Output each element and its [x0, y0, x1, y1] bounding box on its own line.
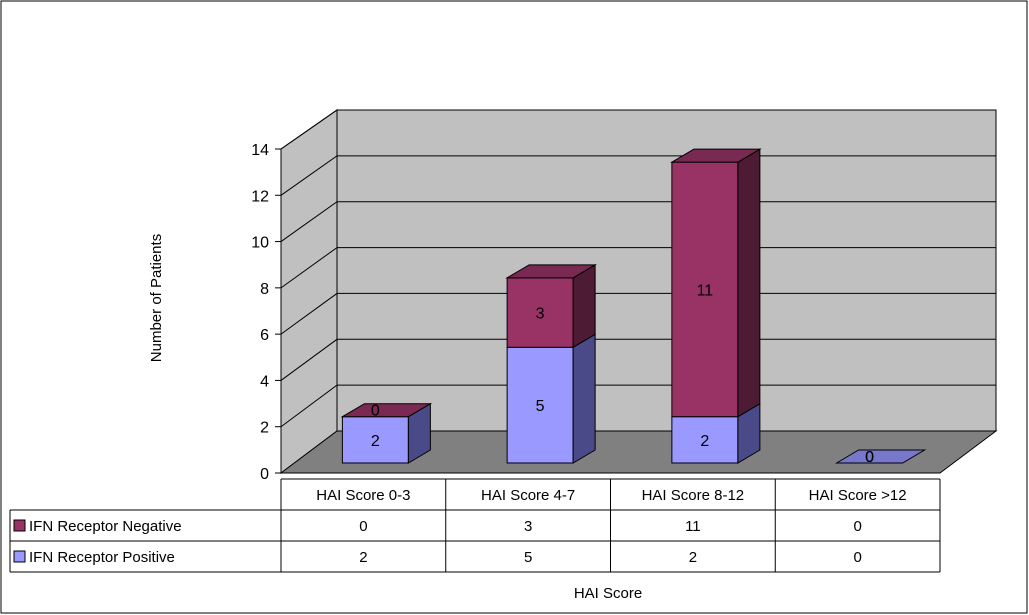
- x-axis-title: HAI Score: [574, 585, 642, 602]
- gridline: [280, 338, 996, 381]
- y-tick-label: 6: [260, 327, 269, 344]
- data-label-0-0: 2: [371, 433, 380, 450]
- table-value-0-1: 5: [524, 549, 532, 566]
- back-wall: [336, 109, 997, 432]
- data-label-1-1: 3: [536, 306, 545, 323]
- gridline: [280, 155, 996, 196]
- table-value-1-2: 11: [685, 518, 701, 535]
- table-value-1-1: 3: [524, 518, 532, 535]
- bar-top-2: [670, 148, 762, 163]
- gridline: [280, 201, 996, 242]
- y-axis-title: Number of Patients: [148, 234, 165, 362]
- legend-swatch-0: [13, 550, 26, 563]
- bar-top-1: [505, 264, 597, 279]
- data-label-0-1: 5: [536, 398, 545, 415]
- table-value-1-3: 0: [853, 518, 861, 535]
- data-label-1-0: 0: [371, 403, 380, 420]
- gridline: [280, 384, 996, 428]
- y-tick-label: 8: [260, 281, 269, 298]
- legend-entry-0: IFN Receptor Positive: [29, 549, 175, 566]
- y-tick-label: 14: [251, 142, 269, 159]
- table-value-0-2: 2: [689, 549, 697, 566]
- x-category-label: HAI Score 4-7: [481, 487, 575, 504]
- side-wall: [280, 109, 338, 474]
- y-tick-label: 2: [260, 420, 269, 437]
- bar-side-1-2: [737, 148, 761, 418]
- y-tick-label: 0: [260, 466, 269, 483]
- table-value-0-3: 0: [853, 549, 861, 566]
- y-tick-label: 12: [251, 188, 269, 205]
- x-category-label: HAI Score >12: [809, 487, 907, 504]
- data-label-1-3: 0: [865, 449, 874, 466]
- x-category-label: HAI Score 8-12: [642, 487, 745, 504]
- legend-entry-1: IFN Receptor Negative: [29, 518, 182, 535]
- x-category-label: HAI Score 0-3: [316, 487, 410, 504]
- gridline: [280, 292, 996, 335]
- y-tick-label: 4: [260, 373, 269, 390]
- legend-swatch-1: [13, 519, 26, 532]
- floor: [279, 430, 998, 474]
- bar-side-0-1: [572, 333, 596, 464]
- bar-side-1-1: [572, 263, 596, 349]
- bar-top-3: [834, 449, 927, 464]
- data-label-0-3: 0: [865, 449, 874, 466]
- bar-front-1-2: [671, 161, 739, 418]
- table-value-0-0: 2: [359, 549, 367, 566]
- bar-front-0-0: [341, 416, 409, 464]
- data-label-0-2: 2: [700, 433, 709, 450]
- y-tick-label: 10: [251, 235, 269, 252]
- bar-top-0: [340, 403, 433, 418]
- data-label-1-2: 11: [697, 282, 714, 299]
- table-value-1-0: 0: [359, 518, 367, 535]
- gridline: [280, 109, 996, 150]
- gridline: [280, 247, 996, 289]
